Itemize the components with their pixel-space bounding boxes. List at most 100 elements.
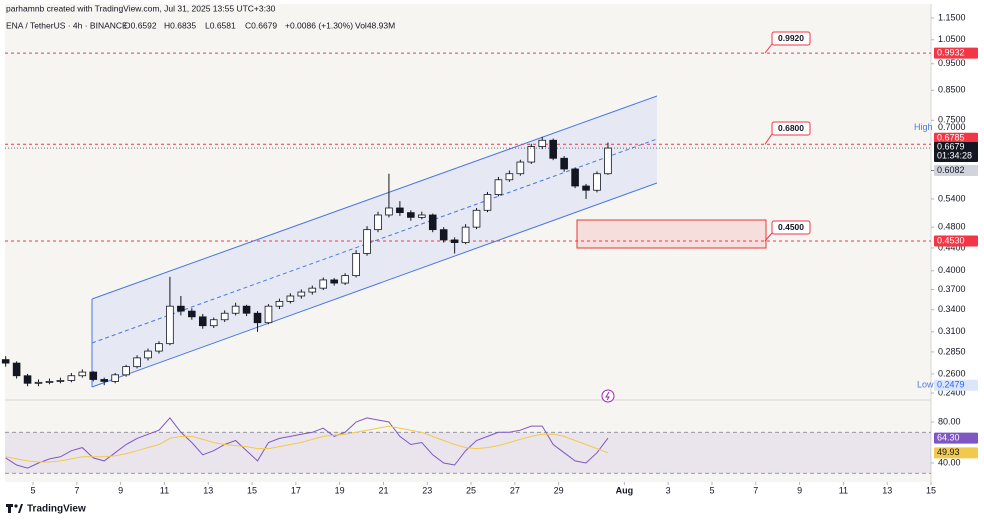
x-tick-label: 7 xyxy=(74,485,79,495)
candle-body xyxy=(198,316,207,327)
x-tick-label: 9 xyxy=(118,485,123,495)
candle-body xyxy=(275,300,284,307)
marker-price-label: 0.6082 xyxy=(937,165,965,175)
x-tick-label: 11 xyxy=(160,485,169,495)
lightning-icon xyxy=(601,389,615,403)
annotation-leader xyxy=(764,232,773,242)
candle-body xyxy=(352,253,360,277)
rsi-last-label-bg xyxy=(934,432,978,444)
ohlc-close: C0.6679 xyxy=(245,20,277,30)
x-tick-label: 15 xyxy=(926,485,936,495)
candle-body xyxy=(122,366,130,376)
y-tick-label: 0.9500 xyxy=(938,58,966,68)
x-tick-label: 17 xyxy=(291,485,301,495)
candle-body xyxy=(461,226,470,243)
footer-brand: TradingView xyxy=(27,504,86,515)
candle-body xyxy=(472,209,481,228)
candle-body xyxy=(560,157,568,170)
candle-body xyxy=(220,312,229,321)
candle-body xyxy=(571,168,579,187)
y-tick-label: 80.00 xyxy=(938,416,961,426)
candle-body xyxy=(166,305,174,345)
legend: ENA / TetherUS · 4h · BINANCE O0.6592 H0… xyxy=(6,20,395,30)
candle-body xyxy=(527,146,536,163)
channel-lower xyxy=(91,182,658,388)
annotation-box xyxy=(771,31,811,46)
candle-body xyxy=(407,212,415,218)
candle-body xyxy=(144,350,152,359)
candle-body xyxy=(34,381,43,384)
candle-body xyxy=(604,147,612,175)
candle-body xyxy=(12,362,21,377)
candle-body xyxy=(417,214,426,218)
candle-body xyxy=(549,139,557,159)
candle-body xyxy=(264,305,273,324)
x-tick-label: 3 xyxy=(666,485,671,495)
candle-body xyxy=(111,374,119,382)
annotation-leader xyxy=(764,43,773,54)
candle-body xyxy=(209,319,218,327)
change: +0.0086 (+1.30%) xyxy=(285,20,353,30)
y-tick-label: 0.2850 xyxy=(938,346,966,356)
current-price-bg xyxy=(934,142,978,163)
candle-body xyxy=(89,371,98,380)
x-tick-label: 7 xyxy=(753,485,758,495)
candle-body xyxy=(308,287,317,293)
footer-logo xyxy=(6,504,23,513)
x-tick-label: 27 xyxy=(510,485,520,495)
candle-body xyxy=(450,239,459,243)
rsi-line xyxy=(5,417,609,469)
candle-body xyxy=(67,375,76,381)
rsi-last-label-bg xyxy=(934,447,978,459)
y-tick-label: 1.0500 xyxy=(938,34,966,44)
candle-body xyxy=(593,173,601,191)
x-tick-label: 23 xyxy=(422,485,432,495)
annotation-text: 0.9920 xyxy=(778,33,804,43)
y-tick-label: 1.1500 xyxy=(938,12,966,22)
x-tick-label: 25 xyxy=(466,485,476,495)
price-line-label-bg xyxy=(934,47,978,59)
price-line-label: 0.4530 xyxy=(937,235,965,245)
x-tick-label: 5 xyxy=(31,485,36,495)
y-tick-label: 0.4400 xyxy=(938,242,966,252)
candle-body xyxy=(155,343,163,352)
high-text: High xyxy=(914,122,933,132)
credit: parhamnb created with TradingView.com, J… xyxy=(6,3,276,13)
x-tick-label: 5 xyxy=(709,485,714,495)
candle-body xyxy=(253,312,262,324)
candle-body xyxy=(45,380,54,383)
channel-mid xyxy=(91,138,658,344)
candle-body xyxy=(330,279,338,284)
candle-body xyxy=(231,305,240,314)
x-tick-label: 19 xyxy=(335,485,345,495)
candle-body xyxy=(319,279,328,289)
candle-body xyxy=(505,173,514,181)
ohlc-low: L0.6581 xyxy=(205,20,236,30)
y-tick-label: 0.4000 xyxy=(938,265,966,275)
low-value: 0.2479 xyxy=(937,380,965,390)
plot-area xyxy=(5,4,931,482)
candle-body xyxy=(483,194,492,211)
price-line-label-bg xyxy=(934,235,978,247)
low-bg xyxy=(934,379,978,391)
x-tick-label: 29 xyxy=(554,485,564,495)
candle-body xyxy=(177,305,185,312)
rsi-last-label: 64.30 xyxy=(937,432,960,442)
y-tick-label: 0.7500 xyxy=(938,115,966,125)
price-line-label: 0.9932 xyxy=(937,47,965,57)
candle-body xyxy=(582,185,590,191)
y-tick-label: 0.3100 xyxy=(938,326,966,336)
x-tick-label: 21 xyxy=(378,485,388,495)
candle-body xyxy=(78,371,87,377)
y-tick-label: 0.4800 xyxy=(938,222,966,232)
y-tick-label: 0.2600 xyxy=(938,368,966,378)
x-tick-label: 15 xyxy=(247,485,257,495)
symbol: ENA / TetherUS · 4h · BINANCE xyxy=(6,20,128,30)
x-tick-label: 9 xyxy=(797,485,802,495)
candle-body xyxy=(297,291,306,297)
candle-body xyxy=(516,161,525,175)
candle-body xyxy=(23,375,32,384)
channel-upper xyxy=(91,95,658,300)
